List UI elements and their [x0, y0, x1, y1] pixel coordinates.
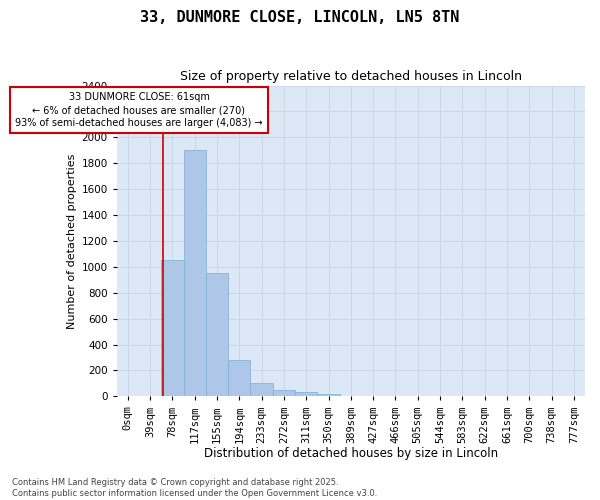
Text: 33 DUNMORE CLOSE: 61sqm
← 6% of detached houses are smaller (270)
93% of semi-de: 33 DUNMORE CLOSE: 61sqm ← 6% of detached… [15, 92, 263, 128]
Y-axis label: Number of detached properties: Number of detached properties [67, 153, 77, 328]
Title: Size of property relative to detached houses in Lincoln: Size of property relative to detached ho… [180, 70, 522, 83]
Bar [317, 394, 340, 396]
Text: 33, DUNMORE CLOSE, LINCOLN, LN5 8TN: 33, DUNMORE CLOSE, LINCOLN, LN5 8TN [140, 10, 460, 25]
Bar [228, 360, 250, 397]
Text: Contains HM Land Registry data © Crown copyright and database right 2025.
Contai: Contains HM Land Registry data © Crown c… [12, 478, 377, 498]
Bar [206, 274, 228, 396]
Bar [184, 150, 206, 396]
Bar [295, 392, 317, 396]
Bar [273, 390, 295, 396]
Bar [250, 384, 273, 396]
X-axis label: Distribution of detached houses by size in Lincoln: Distribution of detached houses by size … [204, 447, 498, 460]
Bar [161, 260, 184, 396]
